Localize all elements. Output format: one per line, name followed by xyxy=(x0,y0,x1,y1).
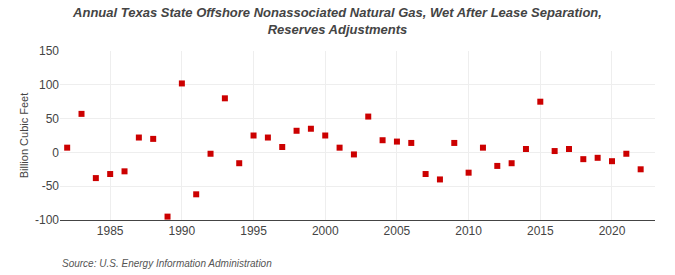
svg-text:2020: 2020 xyxy=(599,224,626,238)
svg-text:50: 50 xyxy=(46,112,60,126)
svg-text:Annual Texas State Offshore No: Annual Texas State Offshore Nonassociate… xyxy=(72,5,602,37)
svg-text:Source: U.S. Energy Informatio: Source: U.S. Energy Information Administ… xyxy=(62,258,272,269)
svg-text:-50: -50 xyxy=(42,179,60,193)
svg-text:Billion Cubic Feet: Billion Cubic Feet xyxy=(18,93,30,179)
svg-text:2000: 2000 xyxy=(312,224,339,238)
svg-text:2015: 2015 xyxy=(527,224,554,238)
svg-text:1985: 1985 xyxy=(97,224,124,238)
svg-text:100: 100 xyxy=(39,78,59,92)
svg-text:2010: 2010 xyxy=(455,224,482,238)
svg-text:1995: 1995 xyxy=(240,224,267,238)
svg-text:150: 150 xyxy=(39,44,59,58)
svg-text:2005: 2005 xyxy=(384,224,411,238)
svg-text:0: 0 xyxy=(52,146,59,160)
svg-text:-100: -100 xyxy=(35,213,59,227)
svg-text:1990: 1990 xyxy=(169,224,196,238)
